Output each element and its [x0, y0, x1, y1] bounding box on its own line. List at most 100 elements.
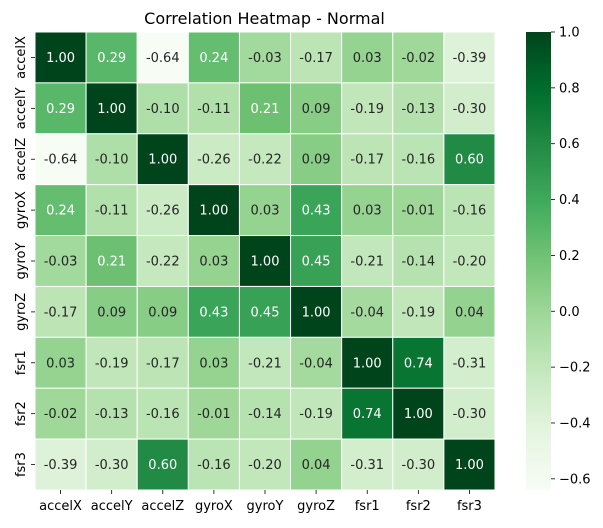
cell-value-label: -0.04	[299, 356, 333, 371]
cell-value-label: 0.24	[199, 51, 228, 66]
heatmap-cell	[443, 133, 496, 186]
heatmap-cell	[136, 285, 189, 338]
cell-value-label: -0.19	[95, 356, 129, 371]
cell-value-label: 1.00	[455, 458, 484, 473]
y-tick-label: fsr3	[14, 452, 29, 477]
colorbar-tick-label: −0.4	[559, 416, 591, 431]
cell-value-label: -0.39	[453, 51, 487, 66]
cell-value-label: -0.16	[146, 407, 180, 422]
cell-value-label: -0.13	[402, 102, 436, 117]
cell-value-label: -0.26	[146, 204, 180, 219]
y-tick-label: accelZ	[14, 138, 29, 181]
heatmap-cell	[136, 387, 189, 440]
cell-value-label: 0.04	[455, 305, 484, 320]
cell-value-label: 1.00	[46, 51, 75, 66]
cell-value-label: -0.14	[248, 407, 282, 422]
heatmap-cell	[34, 184, 87, 237]
heatmap-cell	[85, 184, 138, 237]
cell-value-label: 0.43	[302, 204, 331, 219]
heatmap-cell	[443, 387, 496, 440]
heatmap-cell	[341, 82, 394, 135]
heatmap-cell	[85, 31, 138, 84]
cell-value-label: -0.04	[350, 305, 384, 320]
cell-value-label: 0.45	[251, 305, 280, 320]
cell-value-label: -0.02	[44, 407, 78, 422]
heatmap-annotations: 1.00 0.29 -0.64 0.24 -0.03 -0.17 0.03 -0.02 -0.3…	[44, 51, 487, 473]
heatmap-cell	[238, 133, 292, 186]
y-tick-label: gyroZ	[14, 293, 29, 331]
heatmap-cell	[187, 387, 240, 440]
heatmap-cell	[443, 184, 496, 237]
y-tick-label: accelX	[14, 36, 29, 79]
y-tick-label: gyroX	[14, 191, 29, 229]
cell-value-label: -0.14	[402, 255, 436, 270]
cell-value-label: -0.22	[146, 255, 180, 270]
cell-value-label: -0.11	[197, 102, 231, 117]
cell-value-label: 0.03	[353, 204, 382, 219]
cell-value-label: 0.74	[353, 407, 382, 422]
heatmap-cell	[341, 438, 394, 491]
heatmap-cell	[136, 438, 189, 491]
y-tick-label: gyroY	[14, 242, 29, 279]
heatmap-cell	[392, 31, 445, 84]
cell-value-label: -0.17	[44, 305, 78, 320]
heatmap-cells	[34, 31, 496, 491]
heatmap-cell	[341, 336, 394, 389]
colorbar-tick-label: −0.2	[559, 361, 591, 376]
cell-value-label: -0.03	[44, 255, 78, 270]
cell-value-label: 0.29	[46, 102, 75, 117]
heatmap-cell	[238, 387, 292, 440]
x-tick-label: accelY	[91, 499, 133, 514]
cell-value-label: 0.03	[199, 255, 228, 270]
cell-value-label: -0.19	[299, 407, 333, 422]
heatmap-cell	[443, 235, 496, 287]
colorbar-tick-label: 0.8	[559, 81, 580, 96]
cell-value-label: -0.22	[248, 153, 282, 168]
cell-value-label: 0.43	[199, 305, 228, 320]
cell-value-label: 0.03	[353, 51, 382, 66]
heatmap-cell	[136, 235, 189, 287]
colorbar-tick-label: 0.4	[559, 193, 580, 208]
x-tick-label: gyroY	[247, 499, 284, 514]
y-tick-label: fsr1	[14, 350, 29, 375]
heatmap-cell	[443, 285, 496, 338]
cell-value-label: -0.30	[95, 458, 129, 473]
cell-value-label: -0.30	[453, 407, 487, 422]
cell-value-label: 0.21	[251, 102, 280, 117]
cell-value-label: 0.03	[251, 204, 280, 219]
cell-value-label: -0.01	[402, 204, 436, 219]
cell-value-label: 0.09	[302, 153, 331, 168]
heatmap-cell	[187, 235, 240, 287]
heatmap-cell	[34, 133, 87, 186]
heatmap-cell	[34, 285, 87, 338]
y-tick-label: fsr2	[14, 401, 29, 426]
heatmap-cell	[392, 285, 445, 338]
cell-value-label: -0.01	[197, 407, 231, 422]
cell-value-label: -0.31	[350, 458, 384, 473]
colorbar	[526, 32, 551, 490]
cell-value-label: -0.10	[95, 153, 129, 168]
cell-value-label: -0.10	[146, 102, 180, 117]
cell-value-label: -0.17	[299, 51, 333, 66]
heatmap-cell	[443, 82, 496, 135]
heatmap-cell	[136, 82, 189, 135]
colorbar-tick-label: −0.6	[559, 472, 591, 487]
colorbar-tick-label: 0.2	[559, 249, 580, 264]
cell-value-label: 0.03	[199, 356, 228, 371]
heatmap-cell	[290, 235, 343, 287]
cell-value-label: 1.00	[302, 305, 331, 320]
heatmap-cell	[34, 31, 87, 84]
heatmap-cell	[443, 438, 496, 491]
cell-value-label: -0.20	[453, 255, 487, 270]
x-tick-label: fsr3	[457, 499, 482, 514]
cell-value-label: 0.09	[97, 305, 126, 320]
chart-title: Correlation Heatmap - Normal	[144, 9, 385, 28]
x-tick-label: gyroZ	[297, 499, 335, 514]
cell-value-label: 0.24	[46, 204, 75, 219]
heatmap-cell	[187, 438, 240, 491]
cell-value-label: -0.64	[44, 153, 78, 168]
colorbar-tick-label: 0.6	[559, 137, 580, 152]
cell-value-label: 0.29	[97, 51, 126, 66]
cell-value-label: 0.74	[404, 356, 433, 371]
